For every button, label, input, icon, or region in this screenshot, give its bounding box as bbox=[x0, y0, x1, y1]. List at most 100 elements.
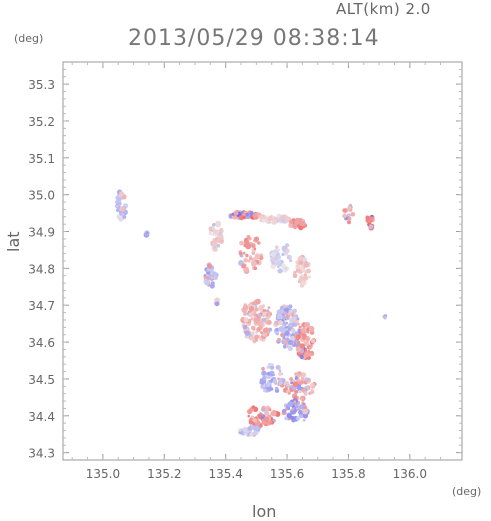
data-point bbox=[268, 408, 272, 412]
data-point bbox=[270, 251, 277, 257]
data-point bbox=[298, 390, 302, 394]
data-point bbox=[266, 382, 271, 388]
data-point bbox=[301, 333, 307, 338]
data-point bbox=[275, 327, 279, 332]
data-point bbox=[302, 418, 306, 422]
data-point bbox=[270, 363, 274, 367]
data-point bbox=[115, 195, 120, 201]
data-point bbox=[268, 362, 272, 367]
data-point bbox=[208, 231, 213, 236]
data-point bbox=[213, 245, 217, 249]
data-point bbox=[270, 366, 274, 369]
data-point bbox=[276, 309, 283, 316]
data-point bbox=[299, 404, 304, 410]
y-tick-label: 35.1 bbox=[28, 152, 55, 166]
data-point bbox=[303, 340, 310, 347]
data-point bbox=[244, 239, 250, 245]
data-point bbox=[262, 311, 267, 316]
data-point bbox=[248, 306, 255, 312]
x-tick-label: 135.2 bbox=[147, 467, 181, 481]
data-point bbox=[294, 390, 299, 394]
data-point bbox=[257, 313, 262, 318]
data-point bbox=[241, 264, 246, 269]
data-point bbox=[299, 354, 304, 359]
data-point bbox=[296, 373, 301, 378]
data-point bbox=[266, 311, 271, 316]
data-point bbox=[301, 268, 306, 273]
data-point bbox=[245, 212, 249, 217]
data-point bbox=[300, 273, 304, 277]
data-point bbox=[295, 336, 299, 340]
data-point bbox=[292, 381, 299, 388]
data-point bbox=[278, 369, 282, 372]
data-point bbox=[299, 332, 303, 336]
data-point bbox=[295, 405, 299, 409]
data-point bbox=[248, 420, 254, 425]
data-point bbox=[290, 381, 294, 385]
data-point bbox=[342, 208, 347, 213]
data-point bbox=[253, 266, 258, 271]
data-point bbox=[206, 268, 210, 272]
data-point bbox=[297, 280, 301, 284]
data-point bbox=[238, 215, 244, 221]
data-point bbox=[243, 317, 249, 323]
data-point bbox=[298, 325, 302, 329]
data-point bbox=[206, 270, 211, 275]
data-point bbox=[263, 416, 270, 423]
timestamp-title: 2013/05/29 08:38:14 bbox=[128, 26, 380, 51]
data-point bbox=[252, 425, 258, 431]
data-point bbox=[253, 247, 257, 250]
data-point bbox=[286, 413, 292, 419]
data-point bbox=[289, 377, 294, 382]
data-point bbox=[254, 253, 261, 260]
data-point bbox=[286, 389, 289, 393]
data-point bbox=[249, 336, 254, 341]
data-point bbox=[281, 245, 287, 251]
data-point bbox=[276, 254, 281, 260]
data-point bbox=[289, 219, 294, 225]
data-point bbox=[297, 341, 301, 345]
data-point bbox=[279, 381, 283, 386]
data-point bbox=[281, 263, 287, 269]
data-point bbox=[247, 409, 253, 415]
data-point bbox=[304, 322, 311, 328]
data-point bbox=[268, 215, 273, 220]
data-point bbox=[209, 283, 215, 289]
data-point bbox=[263, 388, 266, 392]
data-point bbox=[211, 227, 215, 230]
data-point bbox=[284, 335, 288, 339]
data-point bbox=[260, 216, 264, 220]
data-point bbox=[304, 351, 310, 358]
data-point bbox=[255, 331, 258, 334]
data-point bbox=[253, 317, 260, 323]
y-tick-label: 35.0 bbox=[28, 189, 55, 203]
data-point bbox=[251, 301, 256, 306]
data-point bbox=[277, 377, 281, 381]
data-point bbox=[250, 260, 257, 267]
data-point bbox=[251, 405, 256, 409]
data-point bbox=[293, 323, 298, 327]
data-point bbox=[303, 262, 309, 268]
data-point bbox=[272, 379, 278, 384]
data-point bbox=[116, 205, 119, 208]
data-point bbox=[264, 410, 270, 416]
x-ticks: 135.0 135.2 135.4 135.6 135.8 136.0 bbox=[71, 62, 442, 481]
x-unit-label: (deg) bbox=[452, 485, 482, 498]
data-point bbox=[306, 330, 310, 334]
data-point bbox=[310, 338, 316, 344]
data-point bbox=[145, 231, 149, 235]
data-point bbox=[243, 257, 248, 263]
data-point bbox=[291, 328, 296, 333]
data-point bbox=[288, 304, 293, 309]
data-point bbox=[239, 240, 244, 246]
data-point bbox=[281, 315, 286, 320]
data-point bbox=[298, 409, 304, 415]
data-point bbox=[215, 222, 221, 228]
data-point bbox=[291, 225, 295, 228]
data-point bbox=[244, 309, 248, 313]
y-tick-label: 34.6 bbox=[28, 336, 55, 350]
data-point bbox=[262, 308, 265, 312]
data-point bbox=[365, 215, 370, 220]
data-point bbox=[272, 219, 278, 225]
data-point bbox=[305, 268, 311, 274]
